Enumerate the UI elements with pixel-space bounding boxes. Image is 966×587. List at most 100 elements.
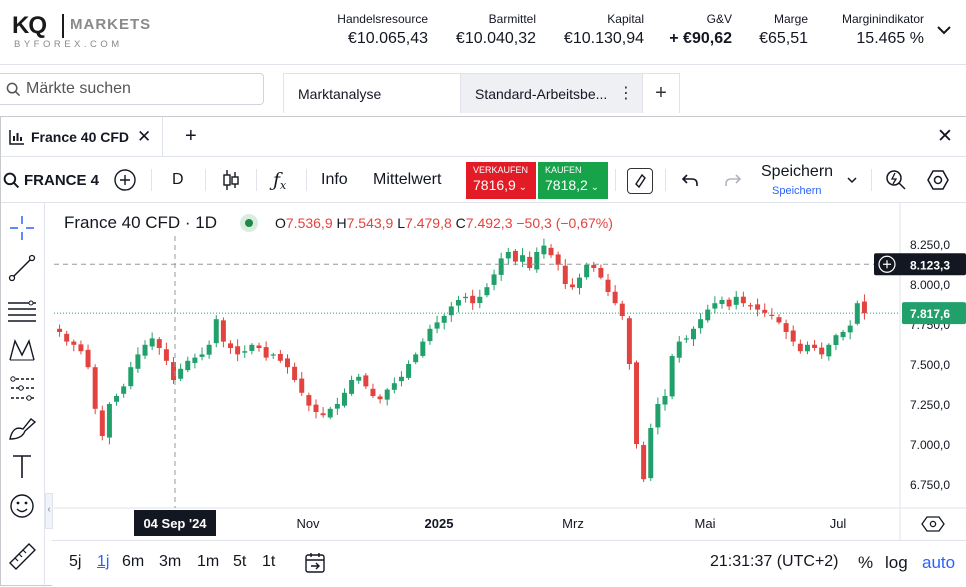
crosshair-icon[interactable] xyxy=(7,213,37,243)
candle-body xyxy=(797,343,803,352)
range-1d[interactable]: 1t xyxy=(262,553,276,570)
range-5d[interactable]: 5t xyxy=(233,553,247,570)
auto-scale-toggle[interactable]: auto xyxy=(922,553,956,572)
emoji-icon[interactable] xyxy=(7,491,37,521)
candle-body xyxy=(128,367,134,387)
candle-body xyxy=(484,287,490,296)
crosshair-price-badge xyxy=(874,253,966,276)
more-vertical-icon[interactable]: ⋮ xyxy=(618,85,634,102)
close-window-icon[interactable]: ✕ xyxy=(937,126,953,147)
undo-icon[interactable] xyxy=(680,157,700,203)
search-icon xyxy=(3,172,20,188)
logo-divider xyxy=(62,14,64,38)
settings-hexagon-icon[interactable] xyxy=(926,157,950,203)
workspace-bar: Märkte suchen Marktanalyse Standard-Arbe… xyxy=(0,64,966,116)
candle-body xyxy=(199,354,205,357)
candle-body xyxy=(705,309,711,321)
range-6m[interactable]: 6m xyxy=(122,553,145,570)
candle-body xyxy=(178,368,184,379)
interval-button[interactable]: D xyxy=(172,171,184,188)
candle-body xyxy=(790,330,796,342)
add-chart-tab-button[interactable]: + xyxy=(185,125,197,147)
compare-symbol-button[interactable] xyxy=(113,157,137,203)
text-icon[interactable] xyxy=(7,451,37,481)
candle-body xyxy=(320,413,326,416)
candle-body xyxy=(292,366,298,380)
chart-tab-france40[interactable]: France 40 CFD ✕ xyxy=(1,117,163,157)
candle-body xyxy=(534,252,540,270)
search-icon xyxy=(6,82,21,97)
open-value: 7.536,9 xyxy=(285,215,333,231)
buy-button[interactable]: KAUFEN 7818,2 ⌄ xyxy=(538,162,608,199)
range-3m[interactable]: 3m xyxy=(159,553,182,570)
account-header: KQ MARKETS BYFOREX.COM Handelsresource €… xyxy=(0,0,966,64)
info-button[interactable]: Info xyxy=(321,171,348,188)
chart-type-button[interactable] xyxy=(221,157,241,203)
goto-date-icon[interactable] xyxy=(303,551,327,575)
candle-body xyxy=(470,295,476,304)
trendline-icon[interactable] xyxy=(7,253,37,283)
divider xyxy=(615,169,616,191)
sell-button[interactable]: VERKAUFEN 7816,9 ⌄ xyxy=(466,162,536,199)
percent-scale-toggle[interactable]: % xyxy=(858,553,874,572)
settings-dot xyxy=(929,520,937,528)
range-1m[interactable]: 1m xyxy=(197,553,220,570)
symbol-search[interactable]: FRANCE 4 xyxy=(3,157,99,203)
buy-label: KAUFEN xyxy=(545,165,582,175)
close-label: C xyxy=(455,215,466,231)
candle-body xyxy=(370,388,376,396)
stat-value: €10.130,94 xyxy=(563,30,644,47)
candle-body xyxy=(185,360,191,371)
close-tab-icon[interactable]: ✕ xyxy=(137,127,152,146)
redo-icon[interactable] xyxy=(723,157,743,203)
add-alert-icon xyxy=(878,255,896,273)
candle-body xyxy=(192,357,198,363)
chart-bottom-bar: 5j 1j 6m 3m 1m 5t 1t 21:31:37 (UTC+2) % … xyxy=(52,540,966,586)
stat-cash: Barmittel €10.040,32 xyxy=(450,12,536,48)
candle-body xyxy=(562,265,568,284)
fib-retracement-icon[interactable] xyxy=(7,295,37,325)
pattern-icon[interactable] xyxy=(7,335,37,365)
logo-word: MARKETS xyxy=(70,16,152,33)
candle-body xyxy=(584,264,590,278)
candle-body xyxy=(242,351,248,353)
stat-margin-indicator: Marginindikator 15.465 % xyxy=(828,12,924,48)
candle-body xyxy=(719,300,725,304)
range-1y[interactable]: 1j xyxy=(97,553,110,570)
candle-body xyxy=(840,332,846,338)
tab-standard-workspace[interactable]: Standard-Arbeitsbe... xyxy=(461,73,642,113)
market-status-dot xyxy=(240,214,258,232)
candle-body xyxy=(463,296,469,299)
tab-market-analysis[interactable]: Marktanalyse xyxy=(283,73,461,113)
log-scale-toggle[interactable]: log xyxy=(885,553,908,572)
quick-search-icon[interactable] xyxy=(884,157,908,203)
add-workspace-button[interactable]: + xyxy=(642,73,680,113)
projection-icon[interactable] xyxy=(7,373,37,403)
candle-body xyxy=(256,345,262,348)
clock-timezone[interactable]: 21:31:37 (UTC+2) xyxy=(710,553,839,570)
stat-margin: Marge €65,51 xyxy=(748,12,808,48)
ruler-icon[interactable] xyxy=(7,541,37,571)
candle-body xyxy=(726,299,732,307)
candle-body xyxy=(313,404,319,412)
chevron-down-icon[interactable] xyxy=(936,22,952,38)
market-search-input[interactable]: Märkte suchen xyxy=(0,73,264,105)
save-button[interactable]: Speichern xyxy=(761,163,834,180)
save-dropdown-chevron-icon[interactable] xyxy=(846,157,858,203)
candle-body xyxy=(64,333,70,342)
candle-body xyxy=(235,346,241,355)
stat-value: €10.065,43 xyxy=(347,30,428,47)
collapse-toolbar-handle[interactable]: ‹ xyxy=(45,493,53,529)
candle-body xyxy=(206,344,212,355)
average-button[interactable]: Mittelwert xyxy=(373,171,442,188)
candle-body xyxy=(762,309,768,313)
link-button[interactable] xyxy=(627,168,653,194)
stat-equity: Kapital €10.130,94 xyxy=(556,12,644,48)
range-5y[interactable]: 5j xyxy=(69,553,82,570)
candles-icon xyxy=(223,170,239,190)
candle-body xyxy=(99,410,105,436)
brush-icon[interactable] xyxy=(7,413,37,443)
